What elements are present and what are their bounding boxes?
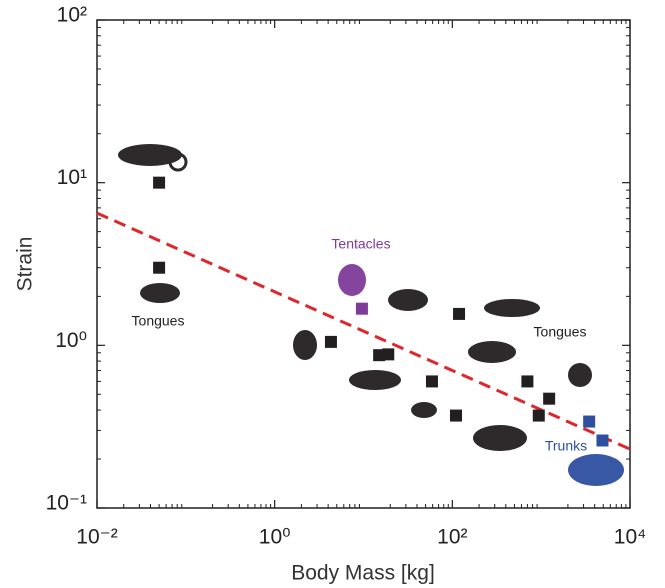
data-point <box>325 336 337 348</box>
silhouettes <box>118 144 624 486</box>
plot-frame <box>97 20 630 508</box>
annotation: Tongues <box>534 324 587 340</box>
data-point <box>583 416 595 428</box>
data-point <box>153 177 165 189</box>
y-tick-label: 10⁻¹ <box>46 492 87 515</box>
annotation: Tentacles <box>331 236 390 252</box>
x-tick-label: 10⁻² <box>76 526 117 549</box>
x-tick-label: 10⁰ <box>259 526 291 549</box>
annotation: Trunks <box>545 438 587 454</box>
data-point <box>543 393 555 405</box>
data-point <box>153 262 165 274</box>
data-point <box>533 410 545 422</box>
data-point <box>521 375 533 387</box>
x-axis-label: Body Mass [kg] <box>291 562 435 585</box>
y-tick-label: 10¹ <box>57 166 87 189</box>
data-point <box>426 375 438 387</box>
data-point <box>382 348 394 360</box>
data-point <box>596 434 608 446</box>
x-tick-label: 10⁴ <box>614 526 646 549</box>
y-tick-label: 10² <box>57 4 87 27</box>
annotation: Tongues <box>132 313 185 329</box>
data-point <box>453 308 465 320</box>
y-axis-label: Strain <box>14 237 37 292</box>
x-tick-label: 10² <box>437 526 467 549</box>
y-tick-label: 10⁰ <box>55 329 87 352</box>
data-point <box>450 410 462 422</box>
data-point <box>356 303 368 315</box>
chart: Body Mass [kg] Strain 10⁻² 10⁰ 10² 10⁴ 10⁻¹ 1… <box>0 0 665 588</box>
